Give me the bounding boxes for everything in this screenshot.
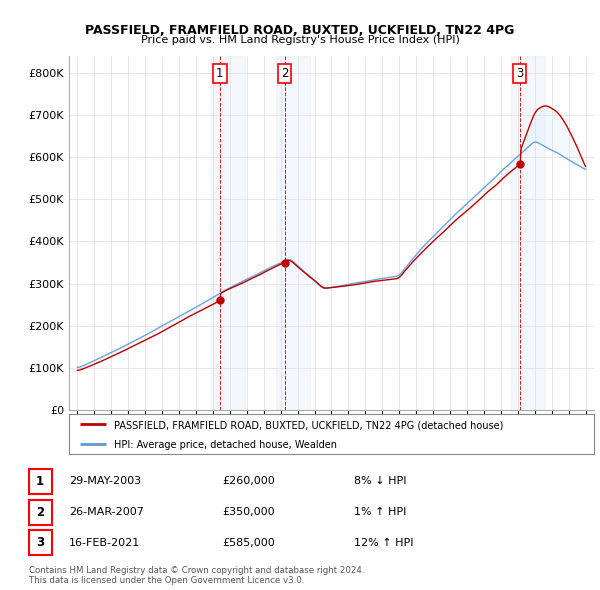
Text: 16-FEB-2021: 16-FEB-2021	[69, 538, 140, 548]
Bar	[511, 56, 545, 410]
Text: Price paid vs. HM Land Registry's House Price Index (HPI): Price paid vs. HM Land Registry's House …	[140, 35, 460, 45]
Bar	[211, 56, 245, 410]
Text: £585,000: £585,000	[222, 538, 275, 548]
Text: PASSFIELD, FRAMFIELD ROAD, BUXTED, UCKFIELD, TN22 4PG: PASSFIELD, FRAMFIELD ROAD, BUXTED, UCKFI…	[85, 24, 515, 37]
Text: 8% ↓ HPI: 8% ↓ HPI	[354, 477, 407, 486]
Text: HPI: Average price, detached house, Wealden: HPI: Average price, detached house, Weal…	[113, 440, 337, 450]
Text: 2: 2	[281, 67, 289, 80]
Text: 1: 1	[216, 67, 224, 80]
Bar	[276, 56, 310, 410]
Text: 3: 3	[36, 536, 44, 549]
Text: 29-MAY-2003: 29-MAY-2003	[69, 477, 141, 486]
Text: 2: 2	[36, 506, 44, 519]
Text: 1% ↑ HPI: 1% ↑ HPI	[354, 507, 406, 517]
Text: 26-MAR-2007: 26-MAR-2007	[69, 507, 144, 517]
Text: Contains HM Land Registry data © Crown copyright and database right 2024.
This d: Contains HM Land Registry data © Crown c…	[29, 566, 364, 585]
Text: 1: 1	[36, 475, 44, 488]
Text: £260,000: £260,000	[222, 477, 275, 486]
Text: PASSFIELD, FRAMFIELD ROAD, BUXTED, UCKFIELD, TN22 4PG (detached house): PASSFIELD, FRAMFIELD ROAD, BUXTED, UCKFI…	[113, 420, 503, 430]
Text: 12% ↑ HPI: 12% ↑ HPI	[354, 538, 413, 548]
Text: £350,000: £350,000	[222, 507, 275, 517]
Text: 3: 3	[516, 67, 524, 80]
